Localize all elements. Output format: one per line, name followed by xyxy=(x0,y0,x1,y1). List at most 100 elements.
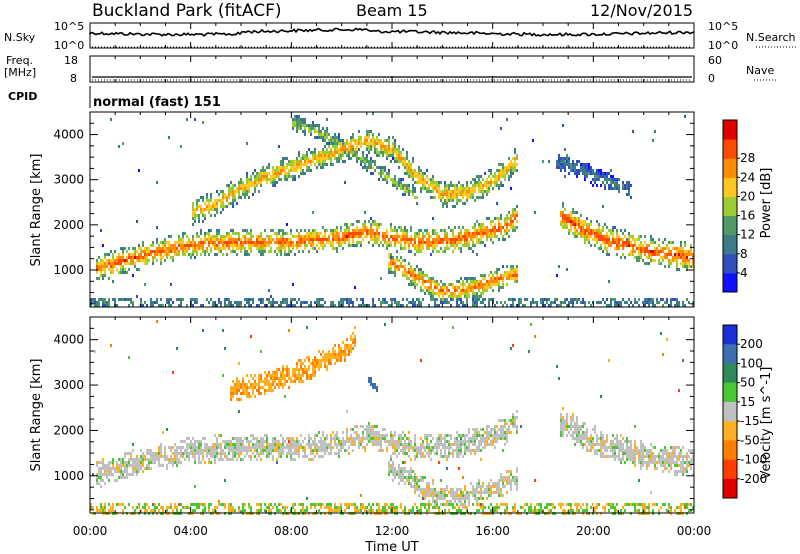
echo-cell xyxy=(318,133,320,136)
echo-cell xyxy=(432,292,434,295)
echo-cell xyxy=(164,247,166,250)
echo-cell xyxy=(90,298,92,301)
echo-cell xyxy=(686,262,688,265)
echo-cell xyxy=(274,175,276,178)
echo-cell xyxy=(368,377,370,380)
echo-cell xyxy=(444,232,446,235)
echo-cell xyxy=(468,232,470,235)
echo-cell xyxy=(104,482,106,485)
echo-cell xyxy=(110,470,112,473)
echo-cell xyxy=(262,253,264,256)
echo-cell xyxy=(382,169,384,172)
echo-cell xyxy=(346,154,348,157)
echo-cell xyxy=(396,151,398,154)
echo-cell xyxy=(310,377,312,380)
echo-cell xyxy=(468,289,470,292)
echo-cell xyxy=(236,392,238,395)
echo-cell xyxy=(572,208,574,211)
echo-cell xyxy=(310,449,312,452)
echo-cell xyxy=(192,202,194,205)
echo-cell xyxy=(202,208,204,211)
echo-cell xyxy=(402,298,404,301)
echo-cell xyxy=(186,506,188,509)
echo-cell xyxy=(590,169,592,172)
echo-cell xyxy=(250,229,252,232)
echo-cell xyxy=(662,250,664,253)
echo-cell xyxy=(352,223,354,226)
echo-cell xyxy=(376,232,378,235)
echo-cell xyxy=(264,247,266,250)
echo-cell xyxy=(194,509,196,512)
echo-cell xyxy=(238,506,240,509)
echo-cell xyxy=(288,247,290,250)
echo-cell xyxy=(286,244,288,247)
echo-cell xyxy=(490,238,492,241)
echo-cell xyxy=(292,446,294,449)
echo-cell xyxy=(276,241,278,244)
echo-cell xyxy=(682,247,684,250)
echo-cell xyxy=(344,443,346,446)
echo-cell xyxy=(468,286,470,289)
echo-cell xyxy=(312,238,314,241)
echo-cell xyxy=(144,259,146,262)
echo-cell xyxy=(104,304,106,307)
echo-cell xyxy=(412,301,414,304)
echo-cell xyxy=(298,244,300,247)
echo-cell xyxy=(354,341,356,344)
echo-cell xyxy=(104,503,106,506)
echo-cell xyxy=(566,163,568,166)
echo-cell xyxy=(462,292,464,295)
echo-cell xyxy=(312,121,314,124)
echo-cell xyxy=(234,199,236,202)
echo-cell xyxy=(422,277,424,280)
echo-cell xyxy=(314,371,316,374)
echo-cell xyxy=(560,166,562,169)
echo-cell xyxy=(598,235,600,238)
echo-cell xyxy=(172,301,174,304)
echo-cell xyxy=(470,289,472,292)
echo-cell xyxy=(636,238,638,241)
echo-cell xyxy=(124,268,126,271)
echo-cell xyxy=(352,238,354,241)
date-label: 12/Nov/2015 xyxy=(590,1,693,20)
echo-cell xyxy=(282,160,284,163)
echo-cell xyxy=(248,304,250,307)
echo-cell xyxy=(498,175,500,178)
echo-cell xyxy=(444,229,446,232)
echo-cell xyxy=(380,277,382,280)
echo-cell xyxy=(396,268,398,271)
echo-cell xyxy=(214,301,216,304)
echo-cell xyxy=(666,247,668,250)
echo-cell xyxy=(282,506,284,509)
echo-cell xyxy=(270,247,272,250)
echo-cell xyxy=(174,461,176,464)
echo-cell xyxy=(302,446,304,449)
echo-cell xyxy=(126,262,128,265)
echo-cell xyxy=(600,184,602,187)
echo-cell xyxy=(200,461,202,464)
echo-cell xyxy=(638,244,640,247)
echo-cell xyxy=(276,509,278,512)
echo-cell xyxy=(292,127,294,130)
echo-cell xyxy=(262,380,264,383)
echo-cell xyxy=(480,280,482,283)
echo-cell xyxy=(210,238,212,241)
echo-cell xyxy=(626,241,628,244)
echo-cell xyxy=(414,169,416,172)
echo-cell xyxy=(374,148,376,151)
echo-cell xyxy=(564,226,566,229)
echo-cell xyxy=(276,232,278,235)
echo-cell xyxy=(648,301,650,304)
echo-cell xyxy=(344,356,346,359)
echo-cell xyxy=(326,229,328,232)
echo-cell xyxy=(378,238,380,241)
echo-cell xyxy=(144,262,146,265)
echo-cell xyxy=(348,344,350,347)
echo-cell xyxy=(310,506,312,509)
echo-cell xyxy=(254,175,256,178)
echo-cell xyxy=(412,238,414,241)
echo-cell xyxy=(458,232,460,235)
echo-cell xyxy=(358,136,360,139)
echo-cell xyxy=(514,271,516,274)
echo-cell xyxy=(366,139,368,142)
